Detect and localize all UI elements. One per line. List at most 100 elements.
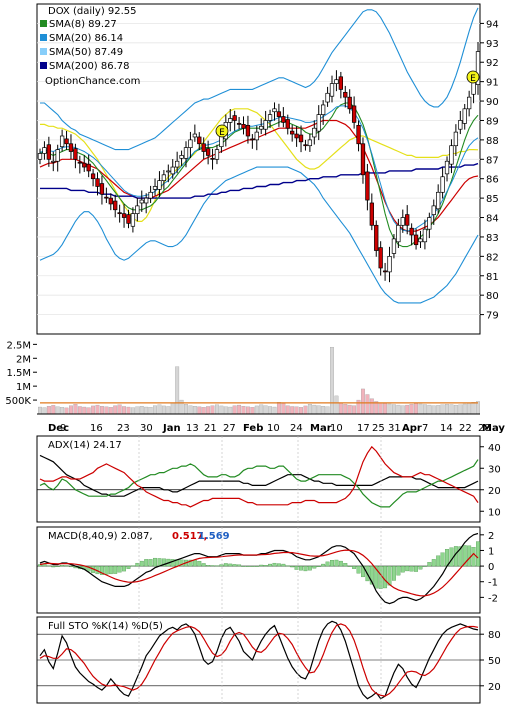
volume-bar bbox=[51, 405, 56, 415]
earnings-marker-circle bbox=[215, 124, 229, 138]
macd-histogram-bar bbox=[268, 563, 273, 567]
volume-bar bbox=[130, 407, 135, 415]
legend-sma8: SMA(8) 89.27 bbox=[49, 19, 117, 30]
candle-body bbox=[228, 118, 233, 123]
bollinger-upper-line bbox=[40, 7, 479, 151]
candle-body bbox=[64, 138, 69, 145]
date-axis-label: 7 bbox=[422, 423, 428, 434]
volume-bar bbox=[77, 406, 82, 415]
volume-bar bbox=[422, 404, 427, 415]
macd-histogram-bar bbox=[325, 561, 330, 567]
volume-bar bbox=[396, 404, 401, 415]
volume-bar bbox=[436, 405, 441, 415]
date-axis-label: 25 bbox=[372, 423, 385, 434]
earnings-marker-circle bbox=[466, 70, 480, 84]
candle-body bbox=[436, 191, 441, 210]
macd-histogram-bar bbox=[387, 565, 392, 586]
candle-body bbox=[312, 127, 317, 138]
sma8-line bbox=[39, 102, 479, 248]
adx-lines bbox=[39, 445, 479, 508]
macd-histogram-bar bbox=[422, 565, 427, 567]
macd-histogram-bar bbox=[219, 564, 224, 567]
volume-bar bbox=[431, 405, 436, 415]
macd-histogram-bar bbox=[210, 565, 215, 567]
macd-histogram-bar bbox=[307, 565, 312, 571]
volume-bar bbox=[82, 406, 87, 415]
candle-body bbox=[325, 92, 330, 103]
macd-histogram-bar bbox=[276, 563, 281, 567]
macd-histogram-bar bbox=[192, 559, 197, 567]
price-y-tick-label: 92 bbox=[486, 58, 499, 69]
stochastic-series-line bbox=[39, 623, 479, 697]
stochastic-y-tick-label: 50 bbox=[488, 656, 501, 667]
candle-body bbox=[205, 148, 211, 156]
candle-body bbox=[157, 180, 162, 190]
date-axis-label: 9 bbox=[60, 423, 66, 434]
candle-body bbox=[294, 133, 299, 139]
volume-bar bbox=[383, 403, 388, 415]
macd-histogram-bar bbox=[462, 545, 467, 567]
candle-body bbox=[108, 197, 113, 205]
macd-histogram-bar bbox=[321, 563, 326, 567]
macd-histogram-bar bbox=[281, 563, 286, 567]
candle-body bbox=[409, 227, 414, 236]
candle-body bbox=[281, 116, 286, 123]
volume-bar bbox=[445, 404, 449, 415]
legend-sma50: SMA(50) 87.49 bbox=[49, 47, 123, 58]
volume-bar bbox=[135, 406, 140, 415]
volume-bar bbox=[321, 406, 326, 415]
volume-bar bbox=[161, 405, 166, 415]
candle-body bbox=[475, 51, 481, 85]
macd-histogram-bar bbox=[188, 559, 193, 567]
candle-body bbox=[126, 214, 131, 224]
volume-bar bbox=[122, 406, 127, 415]
candle-body bbox=[316, 114, 321, 132]
price-y-tick-label: 79 bbox=[486, 311, 499, 322]
volume-y-tick-label: 1.5M bbox=[6, 368, 31, 379]
legend-sma200: SMA(200) 86.78 bbox=[49, 61, 130, 72]
volume-bar bbox=[219, 405, 224, 415]
date-axis-label: 10 bbox=[267, 423, 280, 434]
date-axis-label: Mar bbox=[310, 423, 332, 434]
volume-bar bbox=[99, 406, 104, 415]
bollinger-bands bbox=[39, 7, 479, 304]
candle-body bbox=[405, 214, 410, 226]
candle-body bbox=[378, 247, 383, 269]
macd-histogram-bar bbox=[347, 565, 352, 567]
candle-body bbox=[365, 171, 370, 201]
price-title: DOX (daily) 92.55 bbox=[48, 6, 137, 17]
candle-body bbox=[55, 149, 60, 162]
volume-bar bbox=[64, 407, 69, 415]
candle-body bbox=[214, 149, 220, 160]
candle-body bbox=[201, 143, 206, 152]
candle-body bbox=[431, 205, 436, 215]
volume-bar bbox=[232, 405, 237, 415]
candle-body bbox=[444, 160, 450, 175]
moving-averages bbox=[39, 102, 479, 248]
volume-bar bbox=[179, 399, 184, 415]
candle-body bbox=[161, 174, 167, 181]
macd-histogram-bar bbox=[391, 565, 396, 581]
date-axis-label: Dec bbox=[48, 423, 69, 434]
date-axis-label: 17 bbox=[357, 423, 370, 434]
volume-bar bbox=[290, 406, 295, 415]
volume-y-tick-label: 2M bbox=[16, 354, 31, 365]
adx-panel: 40 30 20 10 ADX(14) 24.17 bbox=[36, 435, 501, 523]
macd-histogram-bar bbox=[294, 565, 299, 570]
macd-histogram-bar bbox=[108, 565, 113, 575]
candle-body bbox=[440, 176, 445, 193]
macd-histogram-bar bbox=[117, 565, 122, 573]
candle-body bbox=[86, 163, 91, 172]
volume-bar bbox=[237, 404, 242, 415]
candle-body bbox=[467, 96, 472, 110]
price-y-tick-label: 80 bbox=[486, 291, 499, 302]
volume-bar bbox=[361, 388, 365, 415]
candle-body bbox=[259, 125, 264, 130]
candle-body bbox=[51, 160, 56, 163]
date-axis-label: 13 bbox=[186, 423, 199, 434]
candle-body bbox=[338, 76, 343, 90]
candle-body bbox=[307, 139, 313, 147]
volume-bar bbox=[405, 404, 410, 415]
volume-bar bbox=[467, 402, 472, 415]
macd-histogram-bar bbox=[197, 561, 202, 567]
